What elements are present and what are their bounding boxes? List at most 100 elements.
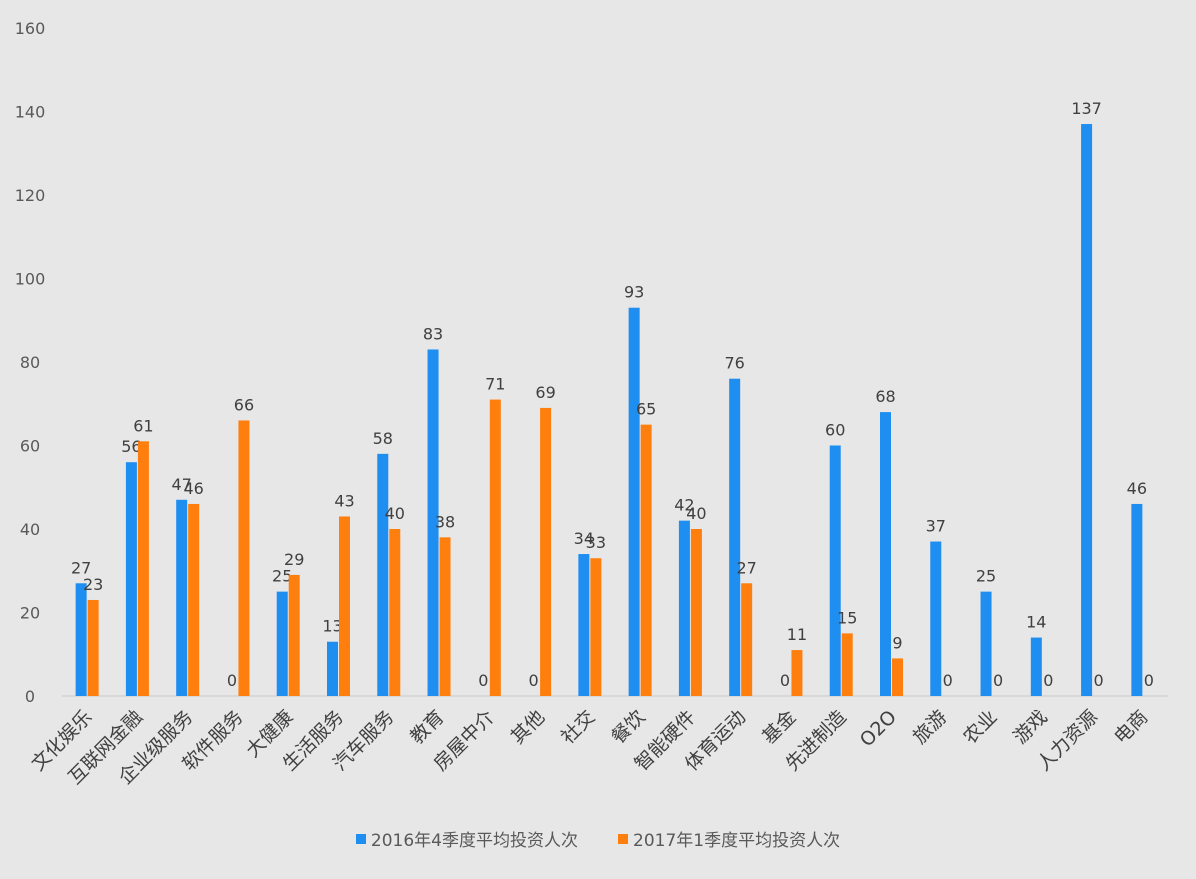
x-tick-label: 教育	[406, 706, 448, 748]
data-label-series-2: 0	[1093, 671, 1103, 690]
x-tick-label: 餐饮	[607, 706, 649, 748]
bar-series-1	[125, 462, 137, 696]
y-tick-label: 120	[15, 186, 46, 205]
data-label-series-2: 40	[385, 504, 405, 523]
data-label-series-2: 29	[284, 550, 304, 569]
data-label-series-1: 58	[373, 429, 393, 448]
y-tick-label: 100	[15, 270, 46, 289]
data-label-series-1: 47	[172, 475, 192, 494]
bar-series-1	[930, 541, 942, 696]
y-tick-label: 80	[20, 353, 40, 372]
data-label-series-2: 38	[435, 512, 455, 531]
bar-series-1	[980, 591, 992, 696]
data-label-series-1: 27	[71, 558, 91, 577]
bar-series-1	[628, 307, 640, 696]
legend-item-series-2: 2017年1季度平均投资人次	[618, 826, 840, 851]
data-label-series-1: 0	[227, 671, 237, 690]
y-tick-label: 140	[15, 103, 46, 122]
data-label-series-2: 0	[1043, 671, 1053, 690]
data-label-series-2: 23	[83, 575, 103, 594]
bar-series-1	[729, 378, 741, 696]
bar-series-1	[427, 349, 439, 696]
data-label-series-1: 68	[875, 387, 895, 406]
data-label-series-2: 33	[586, 533, 606, 552]
legend-swatch-series-1	[355, 833, 366, 844]
data-label-series-1: 46	[1127, 479, 1147, 498]
bar-series-2	[640, 424, 652, 696]
data-label-series-1: 34	[574, 529, 594, 548]
bar-series-2	[439, 537, 451, 696]
bar-series-1	[678, 520, 690, 696]
data-label-series-1: 13	[322, 617, 342, 636]
x-tick-label: O2O	[856, 706, 901, 751]
data-label-series-1: 93	[624, 283, 644, 302]
data-label-series-2: 65	[636, 400, 656, 419]
data-label-series-1: 25	[272, 567, 292, 586]
bar-series-1	[1030, 637, 1042, 696]
data-label-series-1: 76	[725, 354, 745, 373]
bar-series-1	[880, 412, 891, 696]
data-label-series-2: 0	[943, 671, 953, 690]
y-tick-label: 0	[25, 687, 35, 706]
x-tick-label: 游戏	[1009, 706, 1051, 748]
bar-series-2	[188, 503, 200, 696]
bar-series-1	[276, 591, 288, 696]
bar-series-1	[377, 453, 389, 696]
data-label-series-2: 9	[892, 633, 902, 652]
y-tick-label: 20	[20, 604, 40, 623]
bar-series-2	[841, 633, 853, 696]
data-label-series-1: 25	[976, 567, 996, 586]
bar-series-2	[339, 516, 350, 696]
data-label-series-1: 0	[478, 671, 488, 690]
bar-series-1	[578, 554, 590, 696]
data-label-series-2: 46	[184, 479, 204, 498]
bar-series-1	[327, 641, 338, 696]
bar-series-2	[590, 558, 602, 696]
bar-series-1	[176, 499, 188, 696]
bar-series-2	[690, 529, 702, 696]
x-tick-label: 农业	[959, 706, 1001, 748]
bar-series-2	[540, 407, 552, 696]
bar-series-2	[137, 441, 149, 696]
data-label-series-2: 0	[1144, 671, 1154, 690]
legend: 2016年4季度平均投资人次 2017年1季度平均投资人次	[0, 826, 1196, 851]
y-tick-label: 160	[15, 19, 46, 38]
x-tick-label: 其他	[507, 706, 549, 748]
data-label-series-2: 66	[234, 395, 254, 414]
bar-series-2	[892, 658, 903, 696]
data-label-series-2: 43	[334, 491, 354, 510]
data-label-series-1: 137	[1071, 99, 1102, 118]
bar-series-2	[288, 574, 300, 696]
data-label-series-2: 40	[686, 504, 706, 523]
data-label-series-1: 0	[528, 671, 538, 690]
y-tick-label: 60	[20, 437, 40, 456]
bar-series-2	[389, 529, 401, 696]
bar-series-1	[1081, 124, 1093, 696]
x-tick-label: 社交	[557, 706, 599, 748]
y-tick-label: 40	[20, 520, 40, 539]
legend-label-series-1: 2016年4季度平均投资人次	[370, 831, 578, 851]
data-label-series-1: 14	[1026, 613, 1046, 632]
x-tick-label: 旅游	[909, 706, 951, 748]
data-label-series-1: 56	[121, 437, 141, 456]
bar-series-1	[829, 445, 841, 696]
legend-swatch-series-2	[618, 833, 628, 844]
data-label-series-2: 27	[737, 558, 757, 577]
data-label-series-2: 11	[787, 625, 807, 644]
x-tick-label: 电商	[1110, 706, 1152, 748]
data-label-series-1: 60	[825, 421, 845, 440]
data-label-series-1: 83	[423, 324, 443, 343]
data-label-series-1: 37	[926, 517, 946, 536]
bar-series-2	[741, 583, 753, 696]
bar-series-2	[489, 399, 501, 696]
legend-label-series-2: 2017年1季度平均投资人次	[633, 831, 841, 851]
data-label-series-1: 42	[674, 496, 694, 515]
bar-series-2	[238, 420, 250, 696]
data-label-series-2: 69	[535, 383, 555, 402]
x-tick-label: 基金	[758, 706, 800, 748]
bar-series-2	[87, 599, 99, 696]
data-label-series-2: 61	[133, 416, 153, 435]
data-label-series-2: 15	[837, 608, 857, 627]
